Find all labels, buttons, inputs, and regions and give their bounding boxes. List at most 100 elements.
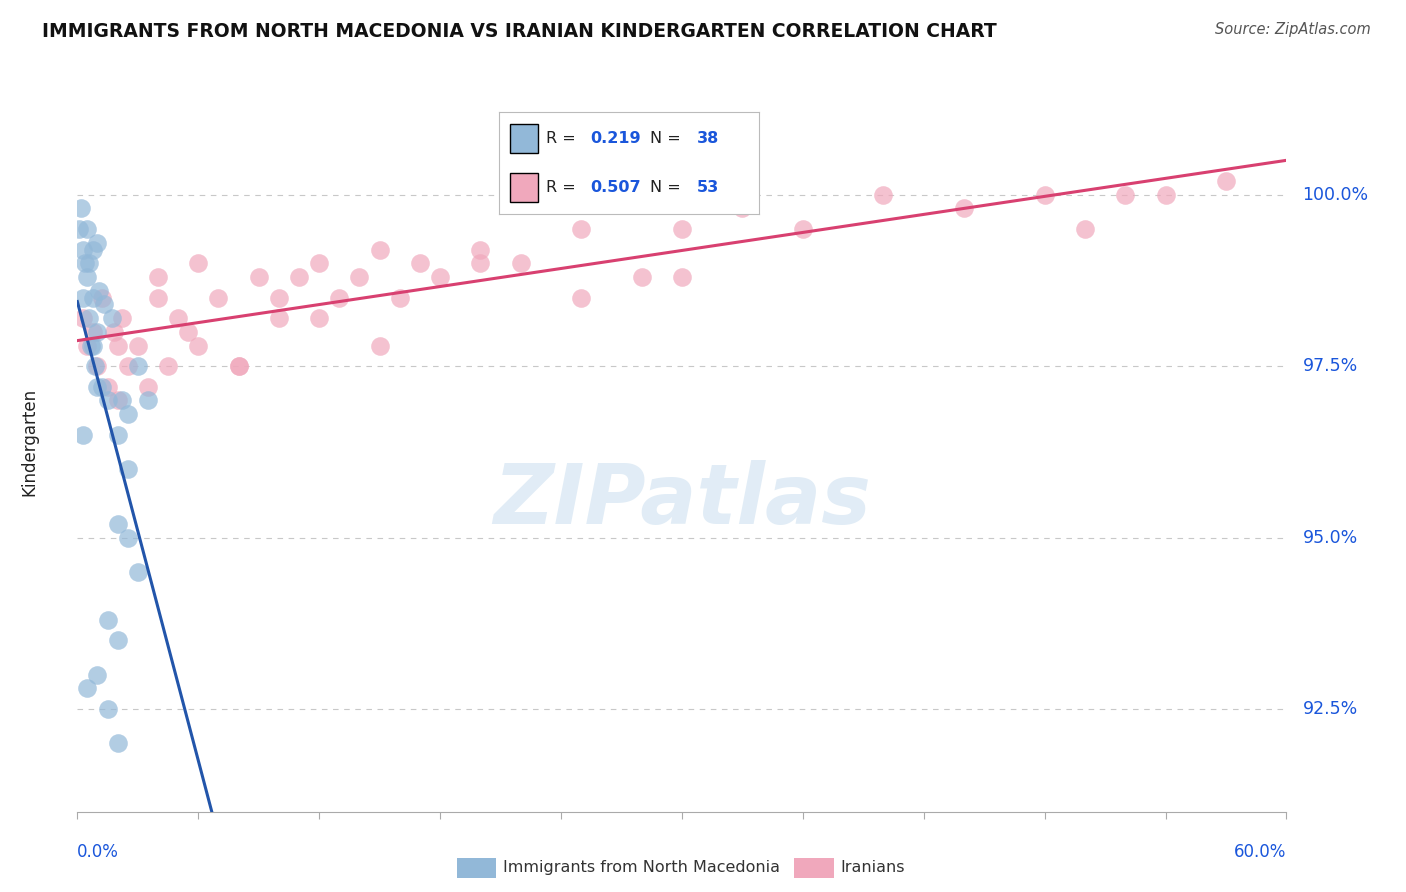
Point (267, 311, 290, 326)
Text: 100.0%: 100.0% (1302, 186, 1368, 203)
Point (75, 256, 97, 270)
Point (167, 311, 190, 326)
Point (146, 291, 169, 305)
Text: 53: 53 (697, 180, 718, 195)
Point (86, 359, 108, 373)
Point (67, 222, 90, 236)
Point (79, 311, 101, 326)
Point (569, 222, 592, 236)
Point (731, 202, 754, 216)
Point (72, 291, 94, 305)
Point (157, 359, 180, 373)
Point (107, 427, 129, 442)
Point (82, 338, 104, 352)
Point (90, 380, 112, 394)
Point (509, 256, 531, 270)
Text: IMMIGRANTS FROM NORTH MACEDONIA VS IRANIAN KINDERGARTEN CORRELATION CHART: IMMIGRANTS FROM NORTH MACEDONIA VS IRANI… (42, 22, 997, 41)
Point (84, 359, 107, 373)
Point (470, 256, 492, 270)
Point (72, 427, 94, 442)
Point (111, 311, 134, 326)
Point (82, 243, 104, 257)
Point (107, 393, 129, 408)
Point (630, 270, 652, 285)
Point (100, 311, 122, 326)
Point (107, 516, 129, 531)
Point (117, 462, 139, 476)
Point (82, 325, 104, 339)
Point (388, 291, 411, 305)
Point (103, 325, 125, 339)
Text: 95.0%: 95.0% (1302, 529, 1358, 547)
Point (107, 338, 129, 352)
Point (671, 222, 693, 236)
Text: R =: R = (546, 130, 581, 145)
Point (76, 338, 98, 352)
Point (127, 338, 149, 352)
Point (96, 613, 118, 627)
Point (792, 222, 814, 236)
Point (117, 407, 139, 421)
Point (228, 359, 250, 373)
Text: 60.0%: 60.0% (1234, 843, 1286, 861)
Point (207, 291, 229, 305)
Point (1074, 222, 1097, 236)
Point (86, 667, 108, 681)
Text: N =: N = (650, 130, 686, 145)
Point (1033, 187, 1056, 202)
Point (82, 291, 104, 305)
Point (368, 338, 391, 352)
Point (177, 325, 200, 339)
Point (953, 202, 976, 216)
Text: 97.5%: 97.5% (1302, 357, 1358, 376)
Point (107, 736, 129, 750)
Point (470, 243, 492, 257)
Point (86, 380, 108, 394)
Text: 38: 38 (697, 130, 718, 145)
Point (308, 311, 330, 326)
Point (671, 270, 693, 285)
Point (288, 270, 311, 285)
Text: 92.5%: 92.5% (1302, 700, 1358, 718)
FancyBboxPatch shape (509, 124, 538, 153)
Point (127, 359, 149, 373)
Point (308, 256, 330, 270)
Point (1114, 187, 1136, 202)
Point (409, 256, 432, 270)
Text: Immigrants from North Macedonia: Immigrants from North Macedonia (503, 861, 780, 875)
Text: N =: N = (650, 180, 686, 195)
Text: 0.507: 0.507 (591, 180, 641, 195)
Point (90, 291, 112, 305)
Point (72, 243, 94, 257)
Point (96, 393, 118, 408)
Point (247, 270, 270, 285)
Point (79, 256, 101, 270)
Point (228, 359, 250, 373)
Point (96, 702, 118, 716)
Point (86, 325, 108, 339)
Point (872, 187, 894, 202)
Point (107, 633, 129, 648)
Point (117, 531, 139, 545)
Point (76, 681, 98, 696)
Point (111, 393, 134, 408)
Point (1215, 174, 1237, 188)
Point (146, 270, 169, 285)
Point (70, 202, 93, 216)
Point (127, 565, 149, 579)
Point (267, 291, 290, 305)
Point (80, 338, 103, 352)
Point (76, 270, 98, 285)
Point (349, 270, 371, 285)
Point (569, 291, 592, 305)
Point (89, 284, 111, 298)
Text: Source: ZipAtlas.com: Source: ZipAtlas.com (1215, 22, 1371, 37)
Point (93, 297, 115, 311)
Point (136, 380, 159, 394)
Point (368, 243, 391, 257)
Text: Iranians: Iranians (841, 861, 905, 875)
Point (76, 222, 98, 236)
Text: 0.219: 0.219 (591, 130, 641, 145)
FancyBboxPatch shape (509, 173, 538, 202)
Point (86, 235, 108, 250)
